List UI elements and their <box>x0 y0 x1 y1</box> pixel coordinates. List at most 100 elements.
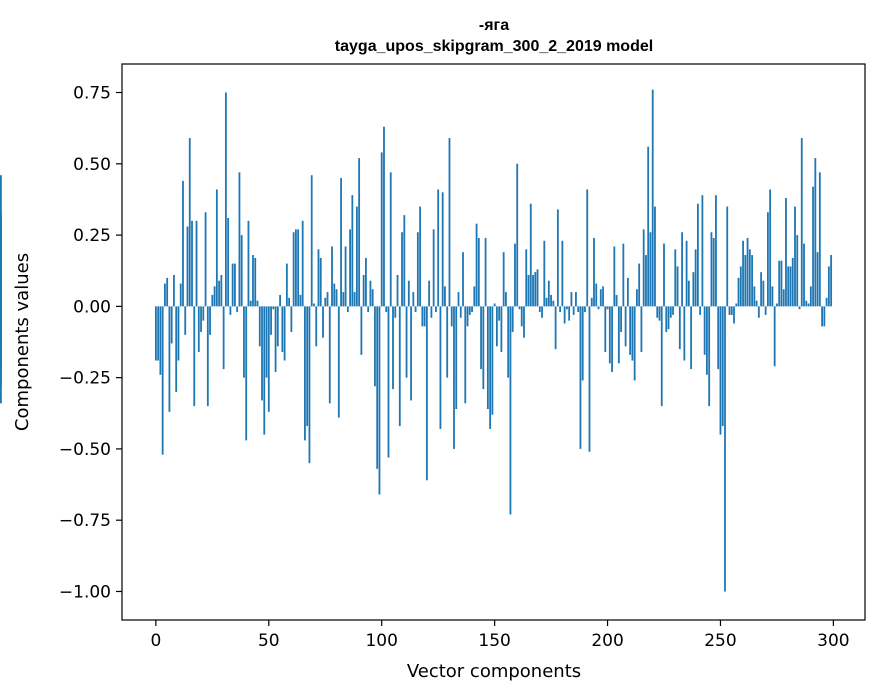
bar <box>502 252 505 307</box>
bar <box>349 229 351 307</box>
bar <box>617 306 620 364</box>
bar <box>213 286 216 307</box>
bar <box>638 263 641 307</box>
bar <box>184 306 187 335</box>
bar <box>374 306 376 387</box>
bar <box>444 286 446 307</box>
bar <box>471 306 473 313</box>
bar <box>642 229 645 307</box>
bar <box>748 249 751 307</box>
bar <box>191 220 193 307</box>
bar <box>159 306 162 375</box>
bar <box>518 306 521 310</box>
bar <box>536 269 539 307</box>
bar <box>687 280 690 307</box>
bar <box>561 240 564 307</box>
bar <box>631 306 634 361</box>
bar <box>717 306 720 370</box>
bar <box>667 306 670 330</box>
bar <box>365 257 367 307</box>
bar <box>493 303 496 307</box>
bar <box>265 306 268 378</box>
bar <box>710 232 713 307</box>
bar <box>288 297 291 307</box>
bar <box>342 292 345 307</box>
bar <box>263 306 266 435</box>
bar <box>360 306 363 355</box>
bar <box>593 237 595 307</box>
bar <box>624 306 627 347</box>
bar <box>344 246 347 307</box>
bar <box>791 257 794 307</box>
bar <box>685 240 688 307</box>
bar <box>755 300 758 307</box>
bar <box>401 232 403 307</box>
bar <box>699 306 702 315</box>
bar <box>523 306 525 338</box>
bar <box>579 306 582 449</box>
bar <box>744 255 747 307</box>
bar <box>816 252 819 307</box>
bar <box>706 306 708 375</box>
bar <box>453 306 455 449</box>
bar <box>0 306 2 404</box>
plot-frame <box>121 63 866 621</box>
bar <box>455 306 458 410</box>
bar <box>701 195 704 307</box>
bar <box>651 89 654 307</box>
bar <box>403 215 406 307</box>
bar <box>622 243 625 307</box>
bar <box>595 283 598 307</box>
bar <box>389 172 392 307</box>
bar <box>222 306 225 370</box>
bar <box>606 306 609 310</box>
bar <box>331 246 333 307</box>
bar <box>527 274 530 307</box>
bar <box>588 306 591 452</box>
bar <box>369 280 372 307</box>
bar <box>611 306 613 372</box>
bar <box>281 306 284 352</box>
bar <box>466 306 469 327</box>
bar <box>529 203 532 307</box>
bar <box>450 306 453 327</box>
bar <box>245 306 248 441</box>
bar <box>696 203 699 307</box>
bar <box>468 306 471 315</box>
y-tick-label: 0.50 <box>73 155 111 175</box>
bar <box>209 306 211 335</box>
bar <box>649 232 652 307</box>
bar <box>545 297 548 307</box>
bar <box>473 286 476 307</box>
bar <box>340 178 342 307</box>
bar <box>459 306 462 318</box>
bar <box>827 266 830 307</box>
bar <box>274 306 277 372</box>
bar <box>484 237 487 307</box>
bar <box>683 306 686 361</box>
bar <box>197 306 200 352</box>
bar <box>272 306 275 310</box>
bar <box>739 266 742 307</box>
bar <box>823 306 826 327</box>
y-tick-label: 0.25 <box>73 226 111 246</box>
bar <box>769 189 772 307</box>
y-axis-ticks: −1.00 −0.75 −0.50 −0.25 0.00 0.25 0.50 0.75 <box>59 84 122 602</box>
bar <box>538 306 541 313</box>
bar <box>333 283 336 307</box>
bar <box>428 280 431 307</box>
bar <box>475 223 478 307</box>
bar <box>258 306 261 347</box>
bar <box>681 232 683 307</box>
bar <box>285 263 288 307</box>
bar <box>448 138 451 307</box>
bar <box>419 206 422 307</box>
bar <box>396 274 399 307</box>
bar <box>550 294 552 307</box>
y-axis-label: Components values <box>12 253 33 431</box>
y-tick-label: 0.75 <box>73 84 111 104</box>
bar <box>495 306 498 347</box>
bar <box>392 306 394 390</box>
bar <box>746 237 749 307</box>
bar <box>626 277 629 307</box>
